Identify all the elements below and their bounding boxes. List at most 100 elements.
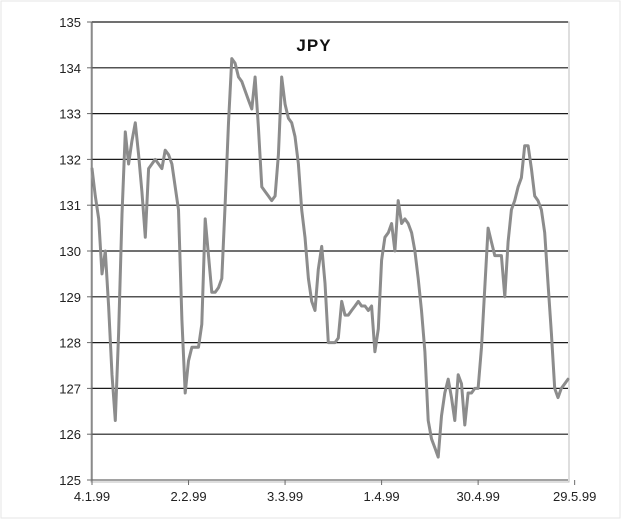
series-point	[324, 282, 326, 284]
series-point	[351, 309, 353, 312]
series-point	[301, 209, 303, 211]
series-point	[154, 158, 156, 160]
series-point	[184, 392, 186, 394]
series-point	[331, 342, 333, 344]
series-point	[437, 456, 439, 458]
series-point	[271, 200, 273, 202]
x-tick-label: 1.4.99	[364, 489, 400, 504]
series-point	[364, 305, 366, 307]
series-point	[474, 387, 476, 389]
series-point	[470, 392, 473, 394]
y-tick-label: 129	[59, 290, 81, 305]
series-point	[384, 236, 386, 238]
series-point	[450, 397, 453, 399]
series-point	[477, 387, 479, 389]
series-point	[374, 351, 376, 353]
series-point	[544, 232, 546, 234]
series-point	[254, 76, 256, 78]
series-point	[334, 342, 336, 344]
series-point	[407, 222, 409, 225]
series-point	[207, 255, 210, 257]
series-point	[247, 99, 249, 101]
series-point	[197, 346, 200, 348]
series-point	[131, 140, 133, 142]
series-point	[264, 190, 266, 193]
series-point	[98, 218, 100, 220]
series-point	[108, 305, 110, 307]
series-point	[490, 241, 492, 243]
series-point	[234, 62, 236, 64]
series-point	[414, 250, 416, 252]
series-point	[510, 209, 512, 211]
series-point	[314, 309, 316, 312]
series-point	[244, 90, 246, 92]
series-point	[304, 236, 306, 238]
y-tick-label: 127	[59, 381, 81, 396]
series-point	[287, 117, 289, 119]
gridlines	[92, 21, 568, 435]
series-point	[257, 126, 259, 128]
series-point	[401, 222, 403, 225]
series-point	[367, 309, 369, 312]
series-point	[194, 346, 196, 348]
series-point	[381, 259, 383, 261]
series-point	[404, 218, 406, 220]
series-point	[104, 250, 106, 252]
series-point	[224, 204, 226, 206]
y-tick-label: 134	[59, 61, 81, 76]
series-point	[284, 103, 286, 105]
y-tick-label: 126	[59, 427, 81, 442]
series-point	[457, 374, 459, 376]
series-point	[411, 232, 413, 234]
series-point	[141, 190, 143, 193]
series-point	[547, 282, 549, 284]
series-point	[177, 209, 180, 211]
x-axis-tick-labels: 4.1.99 2.2.99 3.3.99 1.4.99 30.4.99 29.5.99	[74, 489, 596, 504]
series-point	[204, 218, 206, 220]
series-point	[557, 397, 559, 399]
x-tick-label: 29.5.99	[553, 489, 596, 504]
series-point	[297, 163, 299, 165]
series-point	[484, 287, 486, 289]
series-point	[227, 122, 230, 124]
series-point	[214, 291, 216, 293]
series-point	[138, 154, 140, 156]
series-point	[124, 131, 126, 133]
series-point	[341, 300, 343, 302]
y-tick-label: 133	[59, 107, 81, 122]
series-point	[424, 351, 426, 353]
y-tick-label: 135	[59, 15, 81, 30]
y-tick-label: 131	[59, 198, 81, 213]
series-point	[168, 154, 170, 156]
series-point	[460, 383, 463, 385]
x-tick-label: 30.4.99	[456, 489, 499, 504]
series-point	[434, 447, 436, 449]
series-point	[454, 419, 456, 422]
series-point	[267, 195, 269, 197]
chart-title: JPY	[296, 36, 331, 55]
y-axis-tick-labels: 125 126 127 128 129 130 131 132 133 134 135	[59, 15, 81, 488]
series-point	[344, 314, 346, 316]
series-point	[487, 227, 489, 229]
y-tick-label: 128	[59, 336, 81, 351]
series-point	[517, 186, 519, 188]
series-point	[174, 186, 176, 188]
series-point	[187, 360, 190, 362]
series-point	[354, 305, 356, 307]
series-point	[327, 342, 329, 344]
series-point	[464, 424, 466, 426]
series-point	[494, 255, 496, 257]
series-point	[237, 76, 240, 78]
series-point	[128, 163, 130, 165]
series-point	[527, 145, 529, 147]
series-point	[134, 122, 136, 124]
series-point	[111, 374, 113, 376]
series-point	[201, 323, 203, 325]
series-point	[497, 255, 499, 257]
series-point	[311, 300, 313, 302]
y-tick-label: 130	[59, 244, 81, 259]
x-tick-label: 4.1.99	[74, 489, 110, 504]
series-point	[361, 305, 363, 307]
series-point	[251, 108, 253, 110]
